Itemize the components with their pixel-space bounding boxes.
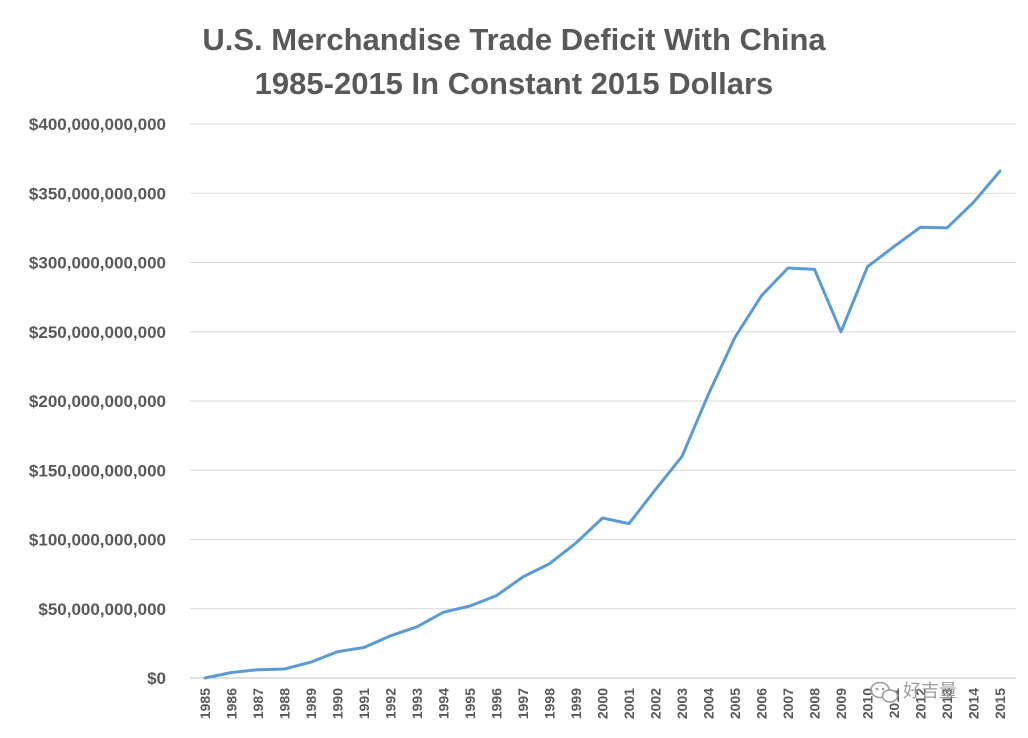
x-tick-label: 2007 — [780, 688, 796, 719]
x-tick-label: 2014 — [966, 688, 982, 719]
y-tick-label: $400,000,000,000 — [29, 115, 166, 134]
watermark: 好吉量 — [870, 681, 957, 703]
x-tick-label: 1994 — [436, 688, 452, 719]
series-group — [203, 169, 1002, 680]
chart-title: U.S. Merchandise Trade Deficit With Chin… — [0, 18, 1028, 106]
x-tick-label: 1998 — [542, 688, 558, 719]
x-tick-label: 2005 — [727, 688, 743, 719]
x-tick-label: 1999 — [568, 688, 584, 719]
x-tick-label: 2003 — [674, 688, 690, 719]
x-tick-label: 2002 — [648, 688, 664, 719]
x-tick-label: 1991 — [356, 688, 372, 719]
x-tick-label: 2000 — [595, 688, 611, 719]
y-tick-label: $0 — [147, 669, 166, 688]
x-tick-label: 1992 — [383, 688, 399, 719]
x-tick-label: 2004 — [701, 688, 717, 719]
y-tick-label: $200,000,000,000 — [29, 392, 166, 411]
x-tick-label: 1995 — [462, 688, 478, 719]
chart-title-line1: U.S. Merchandise Trade Deficit With Chin… — [202, 22, 826, 57]
x-tick-label: 2015 — [992, 688, 1008, 719]
x-tick-label: 2001 — [621, 688, 637, 719]
wechat-icon — [870, 681, 899, 703]
chart-title-line2: 1985-2015 In Constant 2015 Dollars — [254, 66, 774, 101]
x-tick-label: 2009 — [833, 688, 849, 719]
series-line — [203, 169, 1002, 680]
y-axis-tick-labels: $0 $50,000,000,000 $100,000,000,000 $150,00… — [29, 115, 166, 688]
x-tick-label: 2008 — [807, 688, 823, 719]
y-tick-label: $250,000,000,000 — [29, 323, 166, 342]
y-tick-label: $150,000,000,000 — [29, 461, 166, 480]
x-tick-label: 1996 — [489, 688, 505, 719]
y-tick-label: $350,000,000,000 — [29, 184, 166, 203]
x-axis-tick-labels: 1985 1986 1987 1988 1989 1990 1991 1992 1993 1994… — [197, 688, 1008, 719]
x-tick-label: 1990 — [330, 688, 346, 719]
x-tick-label: 2006 — [754, 688, 770, 719]
y-tick-label: $300,000,000,000 — [29, 254, 166, 273]
gridlines — [190, 123, 1016, 679]
x-tick-label: 2012 — [913, 688, 929, 719]
x-tick-label: 1988 — [277, 688, 293, 719]
x-tick-label: 1987 — [250, 688, 266, 719]
y-tick-label: $100,000,000,000 — [29, 531, 166, 550]
y-tick-label: $50,000,000,000 — [38, 600, 166, 619]
watermark-text: 好吉量 — [903, 681, 957, 702]
x-tick-label: 1986 — [224, 688, 240, 719]
x-tick-label: 1989 — [303, 688, 319, 719]
x-tick-label: 1985 — [197, 688, 213, 719]
x-tick-label: 2010 — [860, 688, 876, 719]
x-tick-label: 1993 — [409, 688, 425, 719]
x-tick-label: 1997 — [515, 688, 531, 719]
x-tick-label: 2013 — [939, 688, 955, 719]
